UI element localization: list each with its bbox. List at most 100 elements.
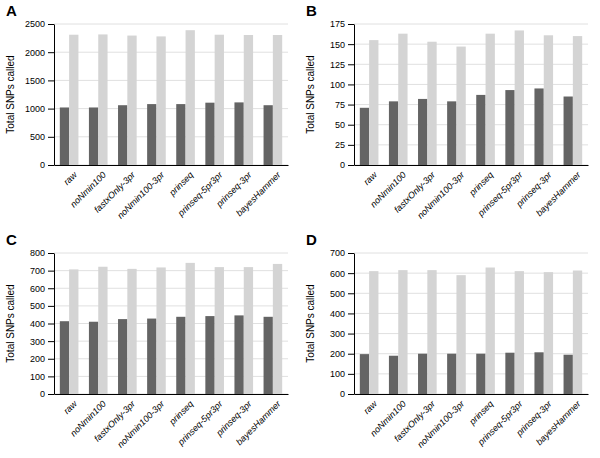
bar xyxy=(127,36,136,165)
tick-label: 500 xyxy=(330,289,345,299)
tick-mark xyxy=(348,273,354,274)
bar xyxy=(89,107,98,165)
axis-line xyxy=(55,165,289,166)
tick: raw xyxy=(362,165,380,187)
bar xyxy=(418,99,427,165)
bar xyxy=(244,35,253,165)
bar xyxy=(234,315,243,394)
tick-mark xyxy=(348,44,354,45)
tick: 200 xyxy=(330,349,354,359)
tick: bayesHammer xyxy=(234,165,283,218)
bar xyxy=(264,105,273,165)
bar xyxy=(273,35,282,165)
tick-mark xyxy=(48,359,54,360)
bar xyxy=(147,104,156,165)
bar xyxy=(156,267,165,394)
tick: 2000 xyxy=(25,48,54,58)
tick: noNmin100-3pr xyxy=(415,394,467,450)
tick-mark xyxy=(48,137,54,138)
tick-mark xyxy=(348,354,354,355)
tick: prinseq-5pr3pr xyxy=(175,165,225,219)
tick-mark xyxy=(348,313,354,314)
tick: 600 xyxy=(30,284,54,294)
bar xyxy=(389,101,398,165)
tick: 0 xyxy=(340,389,354,399)
tick-label: 0 xyxy=(340,389,345,399)
bar xyxy=(427,270,436,394)
bars xyxy=(360,30,582,165)
tick: noNmin100-3pr xyxy=(415,165,467,221)
tick-label: 500 xyxy=(30,132,45,142)
panel: 0100200300400500600700rawnoNmin100fastxO… xyxy=(305,231,589,450)
tick: 1500 xyxy=(25,76,54,86)
axis-line xyxy=(55,394,289,395)
tick-label: raw xyxy=(62,169,80,187)
bar xyxy=(244,267,253,394)
tick: 600 xyxy=(330,269,354,279)
bar xyxy=(418,354,427,394)
bar xyxy=(156,36,165,165)
tick-label: prinseq xyxy=(167,170,196,199)
tick: 25 xyxy=(335,140,354,150)
panel-title: B xyxy=(306,2,317,19)
tick: 75 xyxy=(335,100,354,110)
bar xyxy=(215,35,224,165)
bar xyxy=(534,352,543,394)
tick-label: 125 xyxy=(330,60,345,70)
figure: 05001000150020002500rawnoNmin100fastxOnl… xyxy=(0,0,600,458)
bar xyxy=(369,40,378,165)
bar xyxy=(564,97,573,165)
bar xyxy=(427,42,436,165)
bar xyxy=(60,107,69,165)
tick-mark xyxy=(348,64,354,65)
grid xyxy=(354,24,588,165)
bar xyxy=(69,35,78,165)
y-axis: 0100200300400500600700800 xyxy=(30,248,55,399)
bar xyxy=(118,105,127,165)
bar xyxy=(456,47,465,165)
tick-label: raw xyxy=(362,169,380,187)
tick-label: prinseq xyxy=(467,399,496,428)
bar xyxy=(60,321,69,394)
grid-line xyxy=(54,24,288,25)
tick-label: bayesHammer xyxy=(534,398,583,447)
tick-label: prinseq-5pr3pr xyxy=(175,169,225,219)
bar xyxy=(360,108,369,165)
tick-label: 0 xyxy=(340,160,345,170)
tick: 150 xyxy=(330,40,354,50)
tick-label: 300 xyxy=(330,329,345,339)
tick: bayesHammer xyxy=(534,394,583,447)
tick: 2500 xyxy=(25,19,54,29)
tick: 500 xyxy=(30,132,54,142)
x-axis: rawnoNmin100fastxOnly-3prnoNmin100-3prpr… xyxy=(355,394,589,450)
tick: prinseq xyxy=(467,165,496,198)
tick: noNmin100-3pr xyxy=(115,394,167,450)
tick-label: 100 xyxy=(330,369,345,379)
bar xyxy=(573,36,582,165)
tick: prinseq-5pr3pr xyxy=(475,394,525,448)
tick-label: 50 xyxy=(335,120,345,130)
bar xyxy=(264,317,273,394)
bar xyxy=(389,356,398,394)
bar xyxy=(176,317,185,394)
tick: 700 xyxy=(30,266,54,276)
tick: raw xyxy=(362,394,380,416)
bar xyxy=(447,354,456,394)
tick-mark xyxy=(48,24,54,25)
series xyxy=(60,315,273,394)
tick-mark xyxy=(48,253,54,254)
bar xyxy=(98,34,107,165)
tick: 0 xyxy=(40,160,54,170)
tick: 500 xyxy=(330,289,354,299)
bar xyxy=(205,103,214,165)
bar xyxy=(544,35,553,165)
grid xyxy=(54,253,288,394)
tick-mark xyxy=(348,334,354,335)
grid-line xyxy=(354,253,588,254)
tick-label: noNmin100-3pr xyxy=(415,169,467,221)
y-axis: 05001000150020002500 xyxy=(25,19,55,170)
x-axis: rawnoNmin100fastxOnly-3prnoNmin100-3prpr… xyxy=(55,165,289,221)
tick: 400 xyxy=(330,309,354,319)
tick-label: 2000 xyxy=(25,48,45,58)
tick-label: prinseq xyxy=(467,170,496,199)
